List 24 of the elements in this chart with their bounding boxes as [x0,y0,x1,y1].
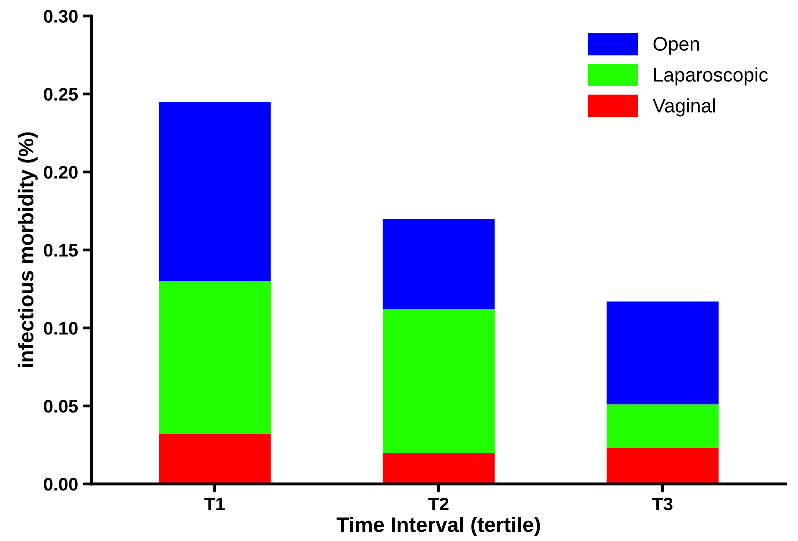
y-tick-label: 0.10 [44,322,78,335]
y-tick-label: 0.00 [44,478,78,491]
legend-label: Laparoscopic [654,68,768,86]
x-tick-label: T1 [204,498,225,510]
bar [158,281,271,434]
bar [382,309,495,453]
y-axis-title: infectious morbidity (%) [18,132,38,368]
y-tick-label: 0.30 [44,10,78,23]
bar [606,302,719,405]
y-tick-label: 0.15 [44,244,78,257]
legend-label: Open [654,37,700,55]
y-tick-label: 0.05 [44,400,78,413]
x-tick-label: T3 [652,498,673,511]
bar [606,404,719,448]
legend-label: Vaginal [652,98,716,117]
bar [382,452,495,484]
y-tick-label: 0.25 [44,88,78,101]
bar [606,448,719,484]
bar [382,219,495,310]
bar [158,102,271,282]
y-tick-label: 0.20 [44,166,78,179]
x-tick-label: T2 [428,498,449,510]
x-axis-title: Time Interval (tertile) [336,517,540,536]
bar [158,434,271,484]
